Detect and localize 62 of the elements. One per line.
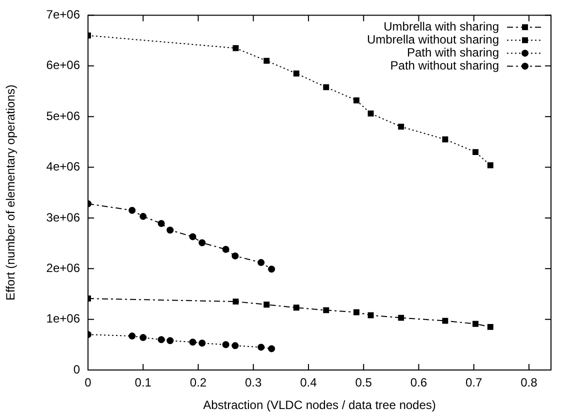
point xyxy=(158,336,165,344)
y-axis-title: Effort (number of elementary operations) xyxy=(4,84,18,301)
legend-label: Path without sharing xyxy=(390,58,499,73)
point xyxy=(398,124,404,130)
point xyxy=(232,252,239,260)
point xyxy=(268,345,276,352)
x-tick-label: 0.6 xyxy=(410,376,428,390)
point xyxy=(258,259,265,266)
x-tick-label: 0 xyxy=(84,376,92,390)
legend-label: Umbrella without sharing xyxy=(366,32,499,47)
point xyxy=(189,233,196,240)
point xyxy=(368,110,374,117)
legend-label: Path with sharing xyxy=(406,46,499,60)
x-tick-label: 0.8 xyxy=(520,376,538,390)
point xyxy=(222,341,230,348)
point xyxy=(293,304,300,311)
point xyxy=(487,324,494,330)
point xyxy=(293,70,300,76)
point xyxy=(264,58,270,64)
x-tick-label: 0.5 xyxy=(355,376,372,390)
y-tick-label: 0 xyxy=(73,362,80,376)
y-tick-label: 7e+06 xyxy=(46,8,80,22)
point xyxy=(158,220,165,228)
x-tick-label: 0.3 xyxy=(245,376,262,390)
point xyxy=(353,97,360,104)
point xyxy=(166,337,174,344)
x-tick-label: 0.7 xyxy=(465,376,482,390)
point xyxy=(128,206,136,214)
point xyxy=(353,309,360,316)
y-tick-label: 2e+06 xyxy=(46,260,80,275)
point xyxy=(198,239,206,246)
x-tick-label: 0.4 xyxy=(300,376,318,390)
legend-label: Umbrella with sharing xyxy=(384,20,499,34)
point xyxy=(258,344,265,351)
point xyxy=(222,246,230,253)
point xyxy=(189,338,196,346)
point xyxy=(268,266,276,273)
y-tick-label: 4e+06 xyxy=(46,160,80,174)
y-tick-label: 1e+06 xyxy=(46,312,80,326)
y-tick-label: 6e+06 xyxy=(46,58,80,72)
point xyxy=(472,149,478,156)
point xyxy=(323,84,330,90)
point xyxy=(398,314,404,321)
x-axis-title: Abstraction (VLDC nodes / data tree nodes) xyxy=(203,398,436,412)
point xyxy=(232,45,239,52)
point xyxy=(442,136,448,142)
point xyxy=(472,320,478,327)
point xyxy=(198,340,206,347)
point xyxy=(323,307,330,314)
x-tick-label: 0.2 xyxy=(190,376,207,390)
point xyxy=(166,226,174,234)
point xyxy=(128,332,136,340)
point xyxy=(140,212,147,220)
point xyxy=(264,302,270,308)
point xyxy=(442,318,448,324)
point xyxy=(140,334,147,342)
point xyxy=(487,162,494,168)
point xyxy=(232,298,239,305)
y-tick-label: 3e+06 xyxy=(46,210,80,224)
point xyxy=(232,342,239,350)
y-tick-label: 5e+06 xyxy=(46,108,80,123)
x-tick-label: 0.1 xyxy=(134,376,152,390)
